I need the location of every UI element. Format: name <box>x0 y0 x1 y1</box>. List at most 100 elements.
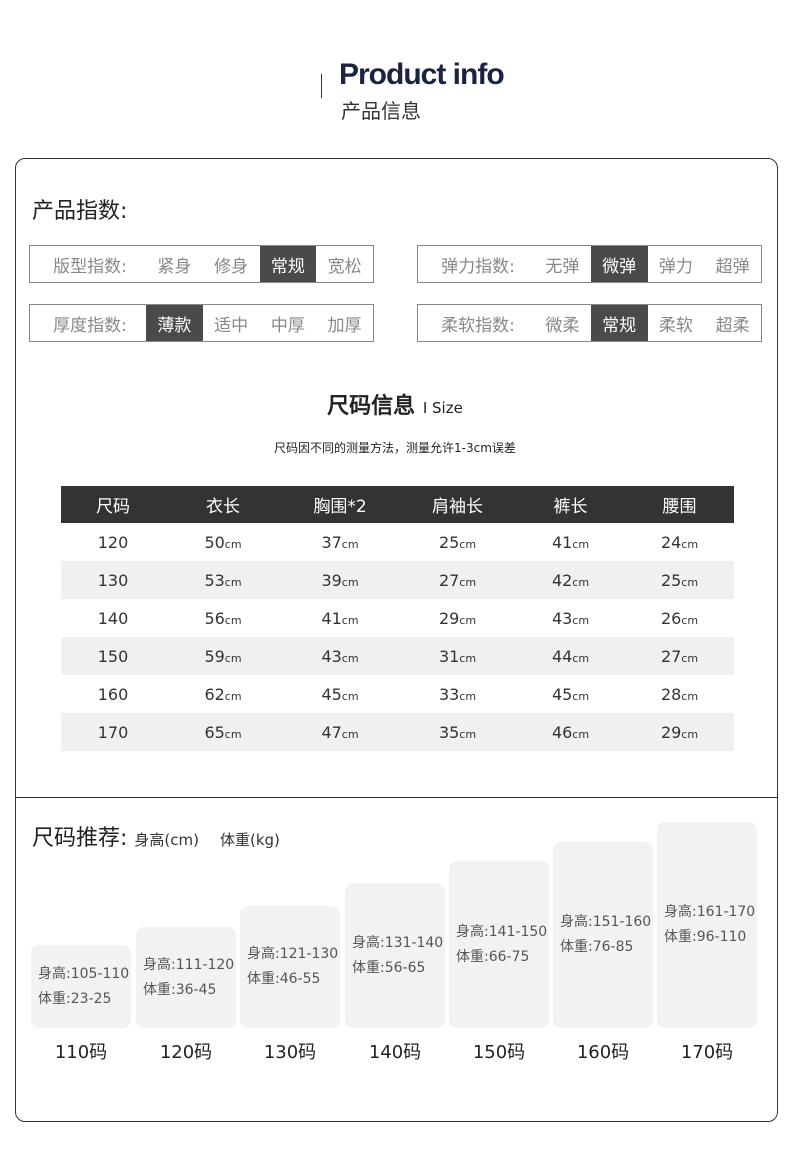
cell-value: 47 <box>321 722 342 742</box>
table-cell: 25cm <box>625 571 734 590</box>
cell-unit: cm <box>459 613 477 627</box>
recommend-title-text: 尺码推荐: <box>32 826 128 851</box>
index-label: 厚度指数: <box>53 315 127 336</box>
cell-unit: cm <box>572 537 590 551</box>
cell-value: 45 <box>551 684 573 704</box>
size-card: 身高:151-160 体重:76-85 <box>553 842 653 1028</box>
cell-unit: cm <box>681 651 699 665</box>
index-option: 常规 <box>590 305 648 341</box>
cell-value: 28 <box>660 684 682 704</box>
index-option: 微柔 <box>545 315 580 336</box>
cell-value: 27 <box>438 570 460 590</box>
column-header: 裤长 <box>553 497 588 517</box>
index-title: 产品指数: <box>32 199 128 224</box>
cell-unit: cm <box>224 727 242 741</box>
index-group: 版型指数: 紧身 修身 常规 宽松 <box>29 245 374 283</box>
table-cell: 45cm <box>516 685 625 704</box>
index-group: 厚度指数: 薄款 适中 中厚 加厚 <box>29 304 374 342</box>
table-row: 130 53cm 39cm 27cm 42cm 25cm <box>61 561 734 599</box>
table-cell: 44cm <box>516 647 625 666</box>
cell-unit: cm <box>224 575 242 589</box>
column-header: 尺码 <box>96 497 130 517</box>
cell-value: 37 <box>321 532 342 552</box>
cell-unit: cm <box>572 575 590 589</box>
cell-unit: cm <box>459 575 477 589</box>
cell-unit: cm <box>459 727 477 741</box>
card-height: 身高:131-140 <box>352 934 444 951</box>
page-title: Product info <box>339 58 505 91</box>
index-option: 薄款 <box>146 305 203 341</box>
table-cell: 120 <box>61 533 165 552</box>
cell-value: 43 <box>551 608 573 628</box>
weight-unit: 体重(kg) <box>219 831 280 849</box>
index-group: 弹力指数: 无弹 微弹 弹力 超弹 <box>417 245 762 283</box>
index-option: 常规 <box>259 246 317 282</box>
table-cell: 50cm <box>165 533 281 552</box>
cell-value: 43 <box>321 646 342 666</box>
size-card: 身高:131-140 体重:56-65 <box>345 883 445 1028</box>
cell-unit: cm <box>224 613 242 627</box>
table-cell: 29cm <box>399 609 516 628</box>
table-row: 150 59cm 43cm 31cm 44cm 27cm <box>61 637 734 675</box>
card-weight: 体重:56-65 <box>352 959 426 976</box>
cell-unit: cm <box>341 727 359 741</box>
index-option: 微弹 <box>590 246 648 282</box>
card-height: 身高:111-120 <box>143 956 235 973</box>
cell-unit: cm <box>681 689 699 703</box>
cell-unit: cm <box>572 689 590 703</box>
cell-value: 41 <box>321 608 342 628</box>
cell-value: 42 <box>551 570 573 590</box>
index-label: 版型指数: <box>53 256 127 277</box>
table-cell: 47cm <box>281 723 399 742</box>
cell-value: 39 <box>321 570 342 590</box>
cell-value: 24 <box>660 532 682 552</box>
cell-unit: cm <box>341 651 359 665</box>
cell-value: 170 <box>97 722 129 742</box>
cell-value: 41 <box>551 532 573 552</box>
index-option: 紧身 <box>157 256 192 277</box>
cell-value: 56 <box>204 608 225 628</box>
table-row: 140 56cm 41cm 29cm 43cm 26cm <box>61 599 734 637</box>
table-cell: 35cm <box>399 723 516 742</box>
table-cell: 24cm <box>625 533 734 552</box>
cell-value: 160 <box>97 684 129 704</box>
card-size-label: 130码 <box>263 1042 317 1063</box>
cell-unit: cm <box>459 689 477 703</box>
cell-value: 62 <box>204 684 225 704</box>
table-cell: 56cm <box>165 609 281 628</box>
index-label: 柔软指数: <box>441 315 515 336</box>
cell-unit: cm <box>224 651 242 665</box>
size-card: 身高:141-150 体重:66-75 <box>449 861 549 1028</box>
cell-value: 35 <box>438 722 460 742</box>
cell-value: 65 <box>204 722 225 742</box>
index-option: 修身 <box>214 256 249 277</box>
cell-value: 25 <box>660 570 682 590</box>
index-option: 无弹 <box>545 256 580 277</box>
table-cell: 53cm <box>165 571 281 590</box>
card-height: 身高:105-110 <box>38 965 130 982</box>
cell-value: 44 <box>551 646 573 666</box>
cell-unit: cm <box>341 689 359 703</box>
cell-unit: cm <box>341 613 359 627</box>
size-card: 身高:161-170 体重:96-110 <box>657 822 757 1028</box>
column-header: 腰围 <box>662 497 697 517</box>
cell-value: 29 <box>660 722 682 742</box>
cell-value: 45 <box>321 684 342 704</box>
table-row: 160 62cm 45cm 33cm 45cm 28cm <box>61 675 734 713</box>
cell-value: 25 <box>438 532 460 552</box>
table-cell: 43cm <box>516 609 625 628</box>
column-header: 胸围*2 <box>313 497 367 517</box>
size-title: 尺码信息 I Size <box>0 388 790 420</box>
cell-value: 31 <box>438 646 460 666</box>
size-card: 身高:111-120 体重:36-45 <box>136 927 236 1028</box>
cell-value: 50 <box>204 532 225 552</box>
card-weight: 体重:46-55 <box>247 971 321 987</box>
cell-unit: cm <box>341 575 359 589</box>
cell-unit: cm <box>681 727 699 741</box>
card-size-label: 120码 <box>159 1042 213 1063</box>
cell-unit: cm <box>572 651 590 665</box>
index-option: 加厚 <box>327 315 362 336</box>
cell-value: 26 <box>660 608 682 628</box>
column-header: 衣长 <box>206 497 240 517</box>
cell-value: 46 <box>551 722 573 742</box>
